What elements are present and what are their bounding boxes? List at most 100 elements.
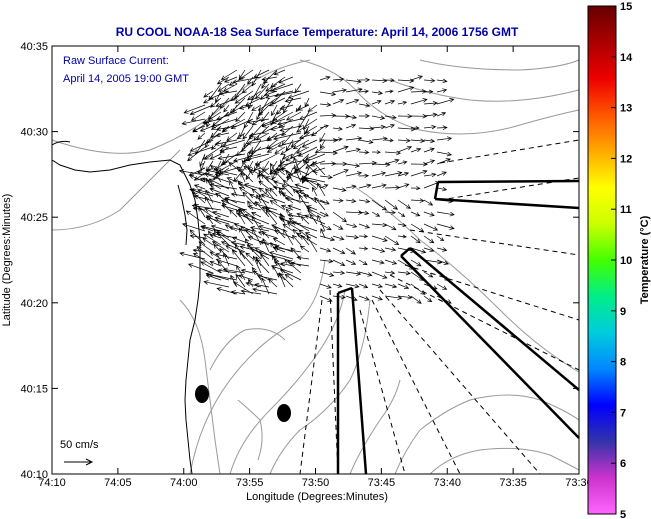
current-vector <box>296 118 318 133</box>
current-vector <box>235 273 246 288</box>
current-vector <box>231 236 254 246</box>
current-vector <box>202 118 222 125</box>
current-vector <box>319 223 332 231</box>
current-vector <box>384 138 394 143</box>
current-vector <box>358 126 375 131</box>
current-vector <box>307 210 318 218</box>
current-vector <box>214 139 238 146</box>
current-vector <box>217 268 238 274</box>
current-vector <box>292 188 302 197</box>
current-vector <box>211 241 230 253</box>
current-vector <box>214 216 238 225</box>
x-tick-label: 74:05 <box>104 477 132 489</box>
current-vector <box>332 137 343 142</box>
current-vector <box>268 278 278 288</box>
current-vector <box>223 104 230 113</box>
current-vector <box>332 98 345 105</box>
current-vector <box>305 153 318 160</box>
current-vector <box>332 198 344 203</box>
current-vector <box>280 146 294 156</box>
buoy-marker <box>195 385 209 403</box>
current-vector <box>277 160 302 168</box>
current-vector <box>423 271 434 278</box>
current-vector <box>193 194 222 204</box>
current-vector <box>212 210 230 218</box>
current-vector <box>208 90 230 100</box>
current-vector <box>345 171 363 177</box>
current-vector <box>358 198 371 204</box>
current-vector <box>371 78 388 84</box>
current-vector <box>423 78 436 83</box>
current-vector <box>231 249 246 267</box>
current-vector <box>265 188 278 204</box>
current-vector <box>423 172 437 178</box>
current-vector <box>291 221 318 232</box>
current-vector <box>280 204 294 211</box>
current-vector <box>273 245 302 253</box>
current-vector <box>248 167 262 173</box>
current-vector <box>242 125 254 140</box>
current-vector <box>319 139 326 149</box>
current-vector <box>299 245 310 253</box>
current-vector <box>236 264 246 281</box>
current-vector <box>199 153 206 167</box>
colorbar-tick-label: 10 <box>620 255 632 267</box>
current-vector <box>185 210 206 225</box>
current-vector <box>210 164 222 176</box>
current-vector <box>371 211 381 217</box>
current-vector <box>397 183 410 189</box>
current-vector <box>358 113 370 119</box>
current-vector <box>319 91 337 97</box>
current-vector <box>358 259 368 266</box>
current-vector <box>411 126 420 130</box>
scale-arrow <box>64 458 94 466</box>
current-vector <box>358 210 370 216</box>
current-vector <box>358 89 370 94</box>
current-vector <box>290 247 302 260</box>
current-vector <box>297 146 318 157</box>
current-vector <box>358 271 373 277</box>
colorbar-tick-label: 6 <box>620 458 626 470</box>
coastline <box>51 140 201 475</box>
x-tick-label: 73:35 <box>499 477 527 489</box>
current-vector <box>276 104 286 115</box>
current-vector <box>257 97 278 111</box>
current-vector <box>189 104 214 116</box>
current-vector <box>240 225 254 239</box>
current-vector <box>251 104 262 111</box>
transect-boxes <box>336 179 580 475</box>
current-vector <box>215 97 238 108</box>
current-vector <box>232 153 262 163</box>
colorbar-tick-label: 12 <box>620 153 632 165</box>
current-vector <box>240 139 254 153</box>
current-vector <box>397 145 413 153</box>
current-vector <box>204 153 214 160</box>
current-vector <box>271 104 278 117</box>
x-tick-label: 73:50 <box>302 477 330 489</box>
current-vector <box>199 125 214 132</box>
current-vector <box>270 125 286 131</box>
current-vector <box>214 252 238 260</box>
current-vector <box>371 295 383 301</box>
current-vector <box>213 160 230 171</box>
current-vector <box>436 125 448 131</box>
bathymetry-contours <box>51 59 580 475</box>
current-vector <box>238 274 254 281</box>
current-vector <box>436 235 445 242</box>
current-vector <box>436 186 448 192</box>
current-vector <box>258 224 278 232</box>
current-vector <box>345 163 361 168</box>
current-vector <box>384 99 396 105</box>
current-vector <box>358 139 374 145</box>
current-vector <box>220 69 238 80</box>
current-vector <box>345 234 360 240</box>
current-vector <box>216 76 230 85</box>
current-vector <box>436 78 448 84</box>
current-vector <box>247 90 262 101</box>
current-vector <box>270 76 286 88</box>
current-vector <box>261 76 278 82</box>
current-vector <box>332 235 345 241</box>
current-vector <box>332 126 343 131</box>
current-vector <box>223 76 238 83</box>
current-vector <box>371 115 386 120</box>
